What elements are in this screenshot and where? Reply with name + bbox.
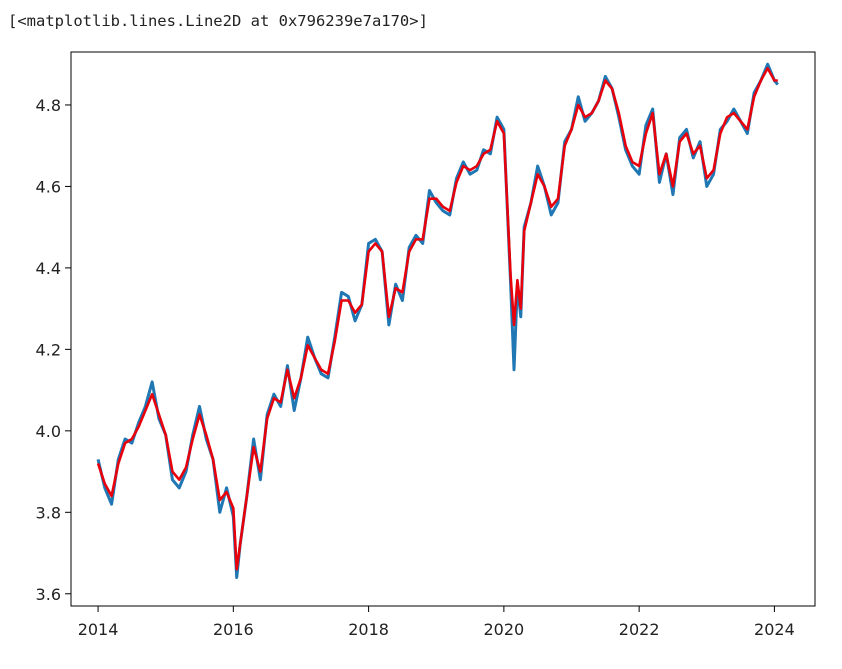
y-tick-label: 3.6 [36, 585, 61, 604]
x-tick-label: 2024 [754, 620, 795, 639]
x-tick-label: 2020 [484, 620, 525, 639]
plot-lines [96, 62, 779, 579]
y-axis: 3.6 3.8 4.0 4.2 4.4 4.6 4.8 [36, 96, 71, 604]
cell-output-text: [<matplotlib.lines.Line2D at 0x796239e7a… [8, 12, 428, 30]
x-tick-label: 2018 [348, 620, 389, 639]
y-tick-label: 3.8 [36, 503, 61, 522]
y-tick-label: 4.0 [36, 422, 61, 441]
y-tick-label: 4.2 [36, 340, 61, 359]
x-tick-label: 2016 [213, 620, 254, 639]
x-tick-label: 2022 [619, 620, 660, 639]
x-tick-label: 2014 [78, 620, 119, 639]
series-line-1 [96, 62, 779, 579]
y-tick-label: 4.6 [36, 177, 61, 196]
x-axis: 2014 2016 2018 2020 2022 2024 [78, 606, 795, 639]
series-line-2 [96, 66, 778, 571]
y-tick-label: 4.8 [36, 96, 61, 115]
axes-frame [70, 51, 816, 607]
y-tick-label: 4.4 [36, 259, 61, 278]
